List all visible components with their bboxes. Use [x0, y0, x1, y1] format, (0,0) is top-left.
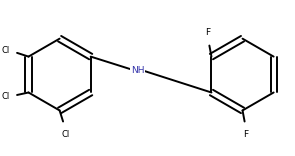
Text: Cl: Cl	[61, 130, 69, 139]
Text: Cl: Cl	[2, 46, 10, 55]
Text: NH: NH	[131, 66, 145, 75]
Text: F: F	[205, 28, 211, 37]
Text: F: F	[243, 130, 249, 139]
Text: Cl: Cl	[2, 92, 10, 101]
